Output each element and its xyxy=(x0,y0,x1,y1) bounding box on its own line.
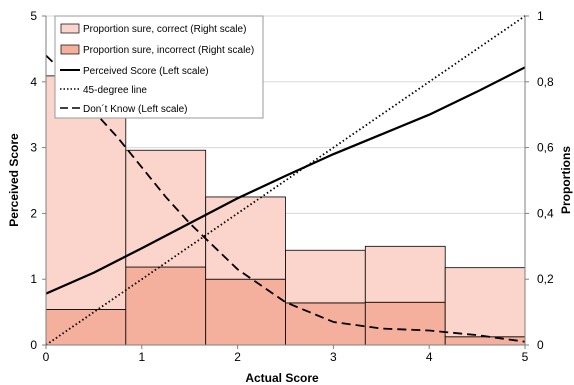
bar-correct xyxy=(205,196,286,280)
y-left-tick-label: 3 xyxy=(30,141,37,155)
legend-label-perceived: Perceived Score (Left scale) xyxy=(83,66,209,77)
legend-swatch-incorrect xyxy=(60,44,80,55)
legend-swatch-correct xyxy=(60,23,80,34)
y-right-tick-label: 0,8 xyxy=(537,75,554,89)
y-left-tick-label: 0 xyxy=(30,338,37,352)
bar-incorrect xyxy=(205,278,286,346)
x-tick-label: 4 xyxy=(426,350,433,364)
bar-correct xyxy=(444,267,526,338)
x-tick-label: 0 xyxy=(43,350,50,364)
y-right-tick-label: 0,4 xyxy=(537,206,554,220)
legend-label-45deg: 45-degree line xyxy=(83,85,147,96)
x-tick-label: 1 xyxy=(138,350,145,364)
lines xyxy=(45,15,526,346)
perceived-score-line xyxy=(45,66,526,295)
x-tick-label: 3 xyxy=(330,350,337,364)
axes xyxy=(42,15,529,349)
x-axis-label: Actual Score xyxy=(245,371,319,385)
bar-correct xyxy=(125,149,207,268)
y-right-tick-label: 0,6 xyxy=(537,141,554,155)
y-left-tick-label: 2 xyxy=(30,206,37,220)
bar-correct xyxy=(364,245,446,303)
bar-incorrect xyxy=(125,266,207,346)
bar-incorrect xyxy=(364,301,446,346)
x-tick-label: 5 xyxy=(522,350,529,364)
y-left-tick-label: 4 xyxy=(30,75,37,89)
bars xyxy=(45,75,526,346)
bar-incorrect xyxy=(45,309,127,346)
bar-incorrect xyxy=(285,302,366,346)
y-left-tick-label: 1 xyxy=(30,272,37,286)
y-right-tick-label: 0 xyxy=(537,338,544,352)
y-left-tick-label: 5 xyxy=(30,9,37,23)
dont-know-line xyxy=(45,54,526,343)
y-axis-left-label: Perceived Score xyxy=(7,133,21,227)
forty-five-degree-line xyxy=(45,15,526,346)
legend-label-incorrect: Proportion sure, incorrect (Right scale) xyxy=(83,45,254,56)
legend-label-dontknow: Don´t Know (Left scale) xyxy=(83,103,188,115)
y-right-tick-label: 0,2 xyxy=(537,272,554,286)
bar-correct xyxy=(285,249,366,304)
legend: Proportion sure, correct (Right scale) P… xyxy=(54,15,264,119)
legend-box xyxy=(54,15,264,119)
y-axis-right-label: Proportions xyxy=(559,146,573,214)
x-tick-label: 2 xyxy=(234,350,241,364)
y-right-tick-label: 1 xyxy=(537,9,544,23)
legend-label-correct: Proportion sure, correct (Right scale) xyxy=(83,24,246,35)
